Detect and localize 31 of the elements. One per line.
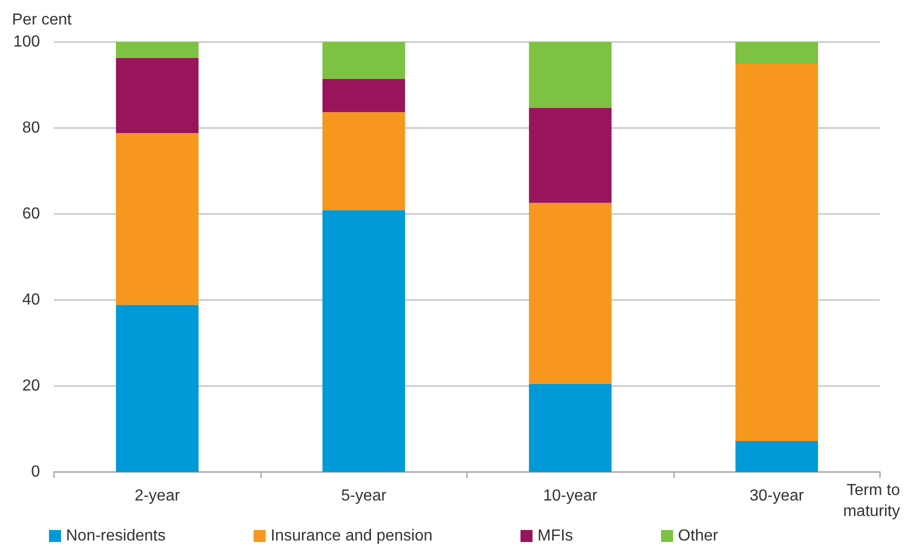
bar: [322, 112, 406, 210]
bar: [528, 384, 612, 472]
y-tick-label: 20: [22, 378, 40, 394]
bar: [735, 42, 818, 64]
bar: [528, 42, 612, 108]
bar: [116, 42, 199, 58]
y-tick-label: 40: [22, 292, 40, 308]
y-tick-label: 100: [13, 34, 40, 50]
bar: [528, 108, 612, 203]
x-tick-label: 10-year: [543, 488, 598, 504]
legend-label: Insurance and pension: [270, 528, 433, 544]
bar: [116, 304, 199, 472]
bar: [322, 210, 406, 472]
x-tick-label: 5-year: [341, 488, 388, 504]
x-tick-label: 30-year: [750, 488, 805, 504]
y-tick-label: 80: [22, 120, 40, 136]
bar: [322, 42, 406, 79]
x-axis-title: Term to maturity: [843, 482, 900, 520]
y-tick-label: 60: [22, 206, 40, 222]
y-tick-label: 0: [31, 464, 40, 480]
bar: [116, 133, 199, 305]
bar: [322, 78, 406, 112]
bar: [735, 64, 818, 442]
legend-label: MFIs: [538, 528, 574, 544]
bar: [116, 58, 199, 134]
bar: [528, 202, 612, 384]
x-tick-label: 2-year: [134, 488, 181, 504]
bar: [735, 441, 818, 472]
legend-label: Other: [678, 528, 719, 544]
y-axis-title: Per cent: [12, 12, 72, 28]
legend-label: Non-residents: [66, 528, 166, 544]
